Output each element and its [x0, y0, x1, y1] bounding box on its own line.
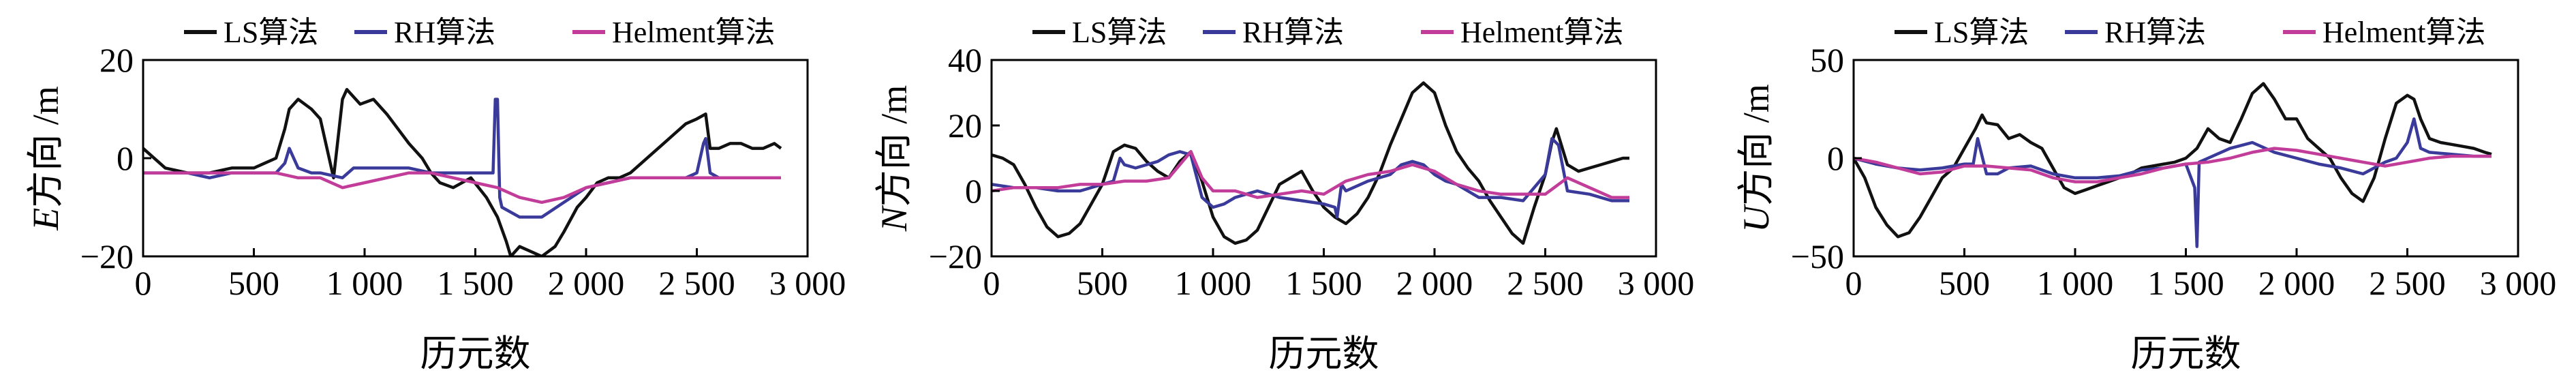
chart-e-ytick-label: 0: [117, 139, 134, 177]
chart-n-series-ls-line: [992, 81, 1629, 245]
chart-u-ylabel: U方向 /m: [1736, 84, 1777, 232]
chart-u-ylabel-unit: 方向 /m: [1736, 84, 1777, 206]
chart-e-series-rh-line: [143, 97, 781, 219]
chart-u-xtick-label: 0: [1845, 264, 1862, 302]
chart-u-xtick-label: 1 000: [2037, 264, 2114, 302]
chart-n-legend-label: LS算法: [1072, 16, 1167, 49]
chart-u-xtick-label: 500: [1939, 264, 1990, 302]
chart-e-ylabel: E方向 /m: [25, 86, 66, 231]
chart-e-legend-label: Helment算法: [612, 16, 776, 49]
chart-n-ytick-label: 0: [965, 172, 982, 210]
chart-e-xtick-label: 3 000: [769, 264, 846, 302]
chart-n-series-rh-line: [992, 136, 1629, 219]
chart-e: 0 500 1 000 1 500 2 000 2 500 3 000−20020历元数E方…: [25, 16, 846, 374]
chart-e-series-group: [143, 87, 782, 256]
chart-e-xtick-label: 500: [228, 264, 279, 302]
chart-u-xtick-label: 2 000: [2258, 264, 2335, 302]
chart-n-ytick-label: 40: [948, 41, 982, 79]
chart-e-legend-label: LS算法: [224, 16, 318, 49]
chart-u-legend-label: RH算法: [2104, 16, 2206, 49]
chart-n-ytick-label: −20: [929, 237, 982, 275]
chart-e-series-ls-line: [143, 87, 782, 256]
chart-u-series-group: [1854, 82, 2492, 248]
chart-n-ylabel-variable: N: [874, 205, 915, 232]
chart-n: 0 500 1 000 1 500 2 000 2 500 3 000−2002040历元数…: [874, 16, 1694, 374]
chart-n-ytick-label: 20: [948, 106, 982, 145]
chart-u-ylabel-variable: U: [1736, 204, 1777, 232]
chart-n-xtick-label: 0: [983, 264, 1000, 302]
chart-u-legend-label: Helment算法: [2322, 16, 2486, 49]
chart-e-xtick-label: 1 000: [326, 264, 403, 302]
chart-u-xtick-label: 1 500: [2147, 264, 2224, 302]
chart-e-xlabel: 历元数: [420, 333, 531, 374]
chart-e-xtick-label: 2 000: [548, 264, 625, 302]
chart-n-series-group: [992, 81, 1629, 245]
chart-n-xtick-label: 2 500: [1507, 264, 1584, 302]
chart-e-xtick-label: 1 500: [437, 264, 514, 302]
chart-n-ylabel-unit: 方向 /m: [874, 85, 915, 207]
chart-u-legend-label: LS算法: [1934, 16, 2029, 49]
chart-n-xtick-label: 3 000: [1618, 264, 1695, 302]
chart-u-series-ls-line: [1854, 82, 2492, 239]
chart-e-series-helment-line: [143, 171, 781, 205]
chart-n-ylabel: N方向 /m: [874, 85, 915, 232]
chart-u-series-rh-line: [1854, 117, 2491, 248]
chart-e-ylabel-variable: E: [25, 208, 66, 231]
chart-n-xtick-label: 2 000: [1396, 264, 1473, 302]
chart-n-xlabel: 历元数: [1269, 333, 1379, 374]
chart-n-legend-label: RH算法: [1242, 16, 1344, 49]
chart-u-ytick-label: −50: [1791, 237, 1844, 275]
chart-n-legend-label: Helment算法: [1460, 16, 1624, 49]
chart-u-xlabel: 历元数: [2131, 333, 2241, 374]
chart-e-xtick-label: 0: [135, 264, 152, 302]
chart-n-series-helment-line: [992, 150, 1629, 199]
chart-n-xtick-label: 500: [1077, 264, 1128, 302]
chart-e-ytick-label: 20: [99, 41, 134, 79]
chart-u-ytick-label: 50: [1810, 41, 1844, 79]
chart-u-xtick-label: 3 000: [2480, 264, 2557, 302]
chart-u: 0 500 1 000 1 500 2 000 2 500 3 000−50050历元数U方…: [1736, 16, 2556, 374]
chart-u-ytick-label: 0: [1827, 139, 1844, 177]
chart-n-plot-frame: [990, 59, 1657, 258]
chart-e-ytick-label: −20: [80, 237, 134, 275]
chart-e-ylabel-unit: 方向 /m: [25, 86, 66, 208]
chart-e-xtick-label: 2 500: [658, 264, 735, 302]
chart-u-xtick-label: 2 500: [2369, 264, 2446, 302]
chart-n-xtick-label: 1 000: [1175, 264, 1252, 302]
chart-e-legend-label: RH算法: [394, 16, 495, 49]
chart-n-xtick-label: 1 500: [1285, 264, 1362, 302]
chart-u-series-helment-line: [1854, 147, 2491, 183]
